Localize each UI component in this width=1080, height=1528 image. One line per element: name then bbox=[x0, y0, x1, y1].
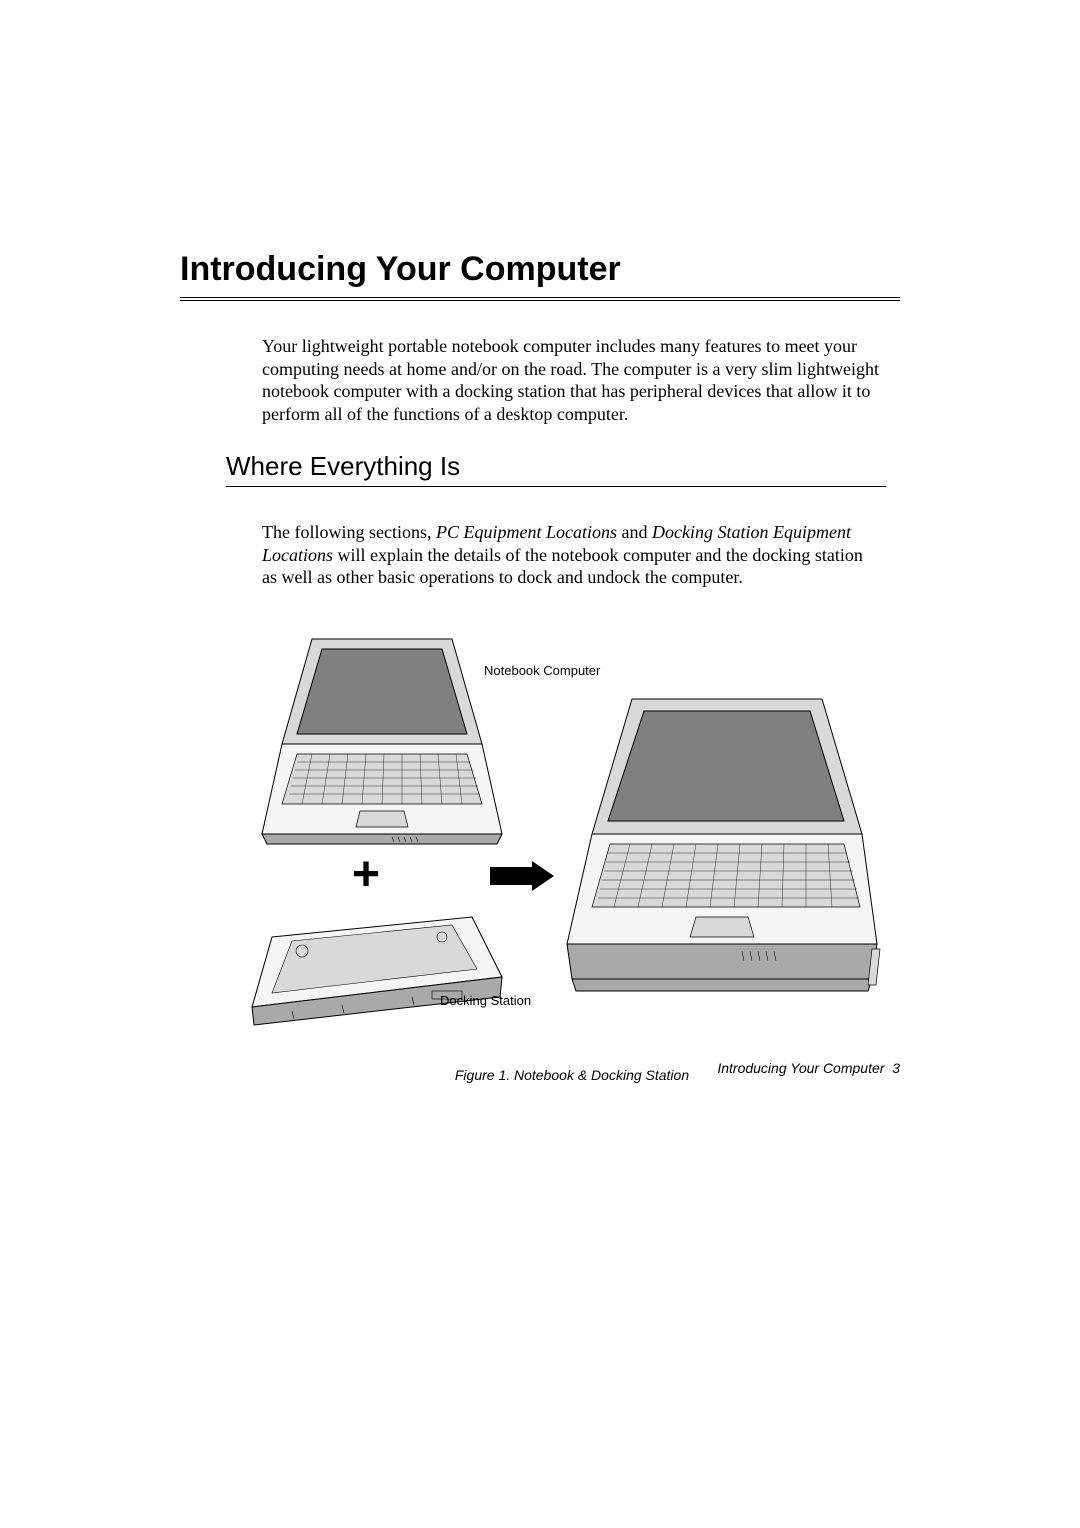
section-body-lead: The following sections, bbox=[262, 522, 436, 542]
figure-label-notebook: Notebook Computer bbox=[484, 663, 600, 678]
notebook-icon bbox=[252, 629, 512, 859]
section-body-tail: will explain the details of the notebook… bbox=[262, 545, 863, 588]
section-body-mid: and bbox=[617, 522, 652, 542]
plus-icon: + bbox=[352, 847, 380, 902]
docking-station-icon bbox=[232, 907, 512, 1037]
page-footer: Introducing Your Computer 3 bbox=[717, 1060, 900, 1076]
intro-paragraph: Your lightweight portable notebook compu… bbox=[262, 335, 882, 425]
chapter-title-rule bbox=[180, 297, 900, 301]
chapter-title: Introducing Your Computer bbox=[180, 250, 900, 289]
notebook-docked-icon bbox=[542, 689, 882, 1009]
footer-page-number: 3 bbox=[892, 1060, 900, 1076]
figure-label-docking: Docking Station bbox=[440, 993, 531, 1008]
section-body-italic-1: PC Equipment Locations bbox=[436, 522, 617, 542]
section-body: The following sections, PC Equipment Loc… bbox=[262, 521, 882, 589]
section-heading: Where Everything Is bbox=[226, 451, 886, 486]
footer-section-name: Introducing Your Computer bbox=[717, 1060, 884, 1076]
figure-illustration: Notebook Computer + bbox=[262, 629, 882, 1059]
section-heading-rule bbox=[226, 486, 886, 487]
